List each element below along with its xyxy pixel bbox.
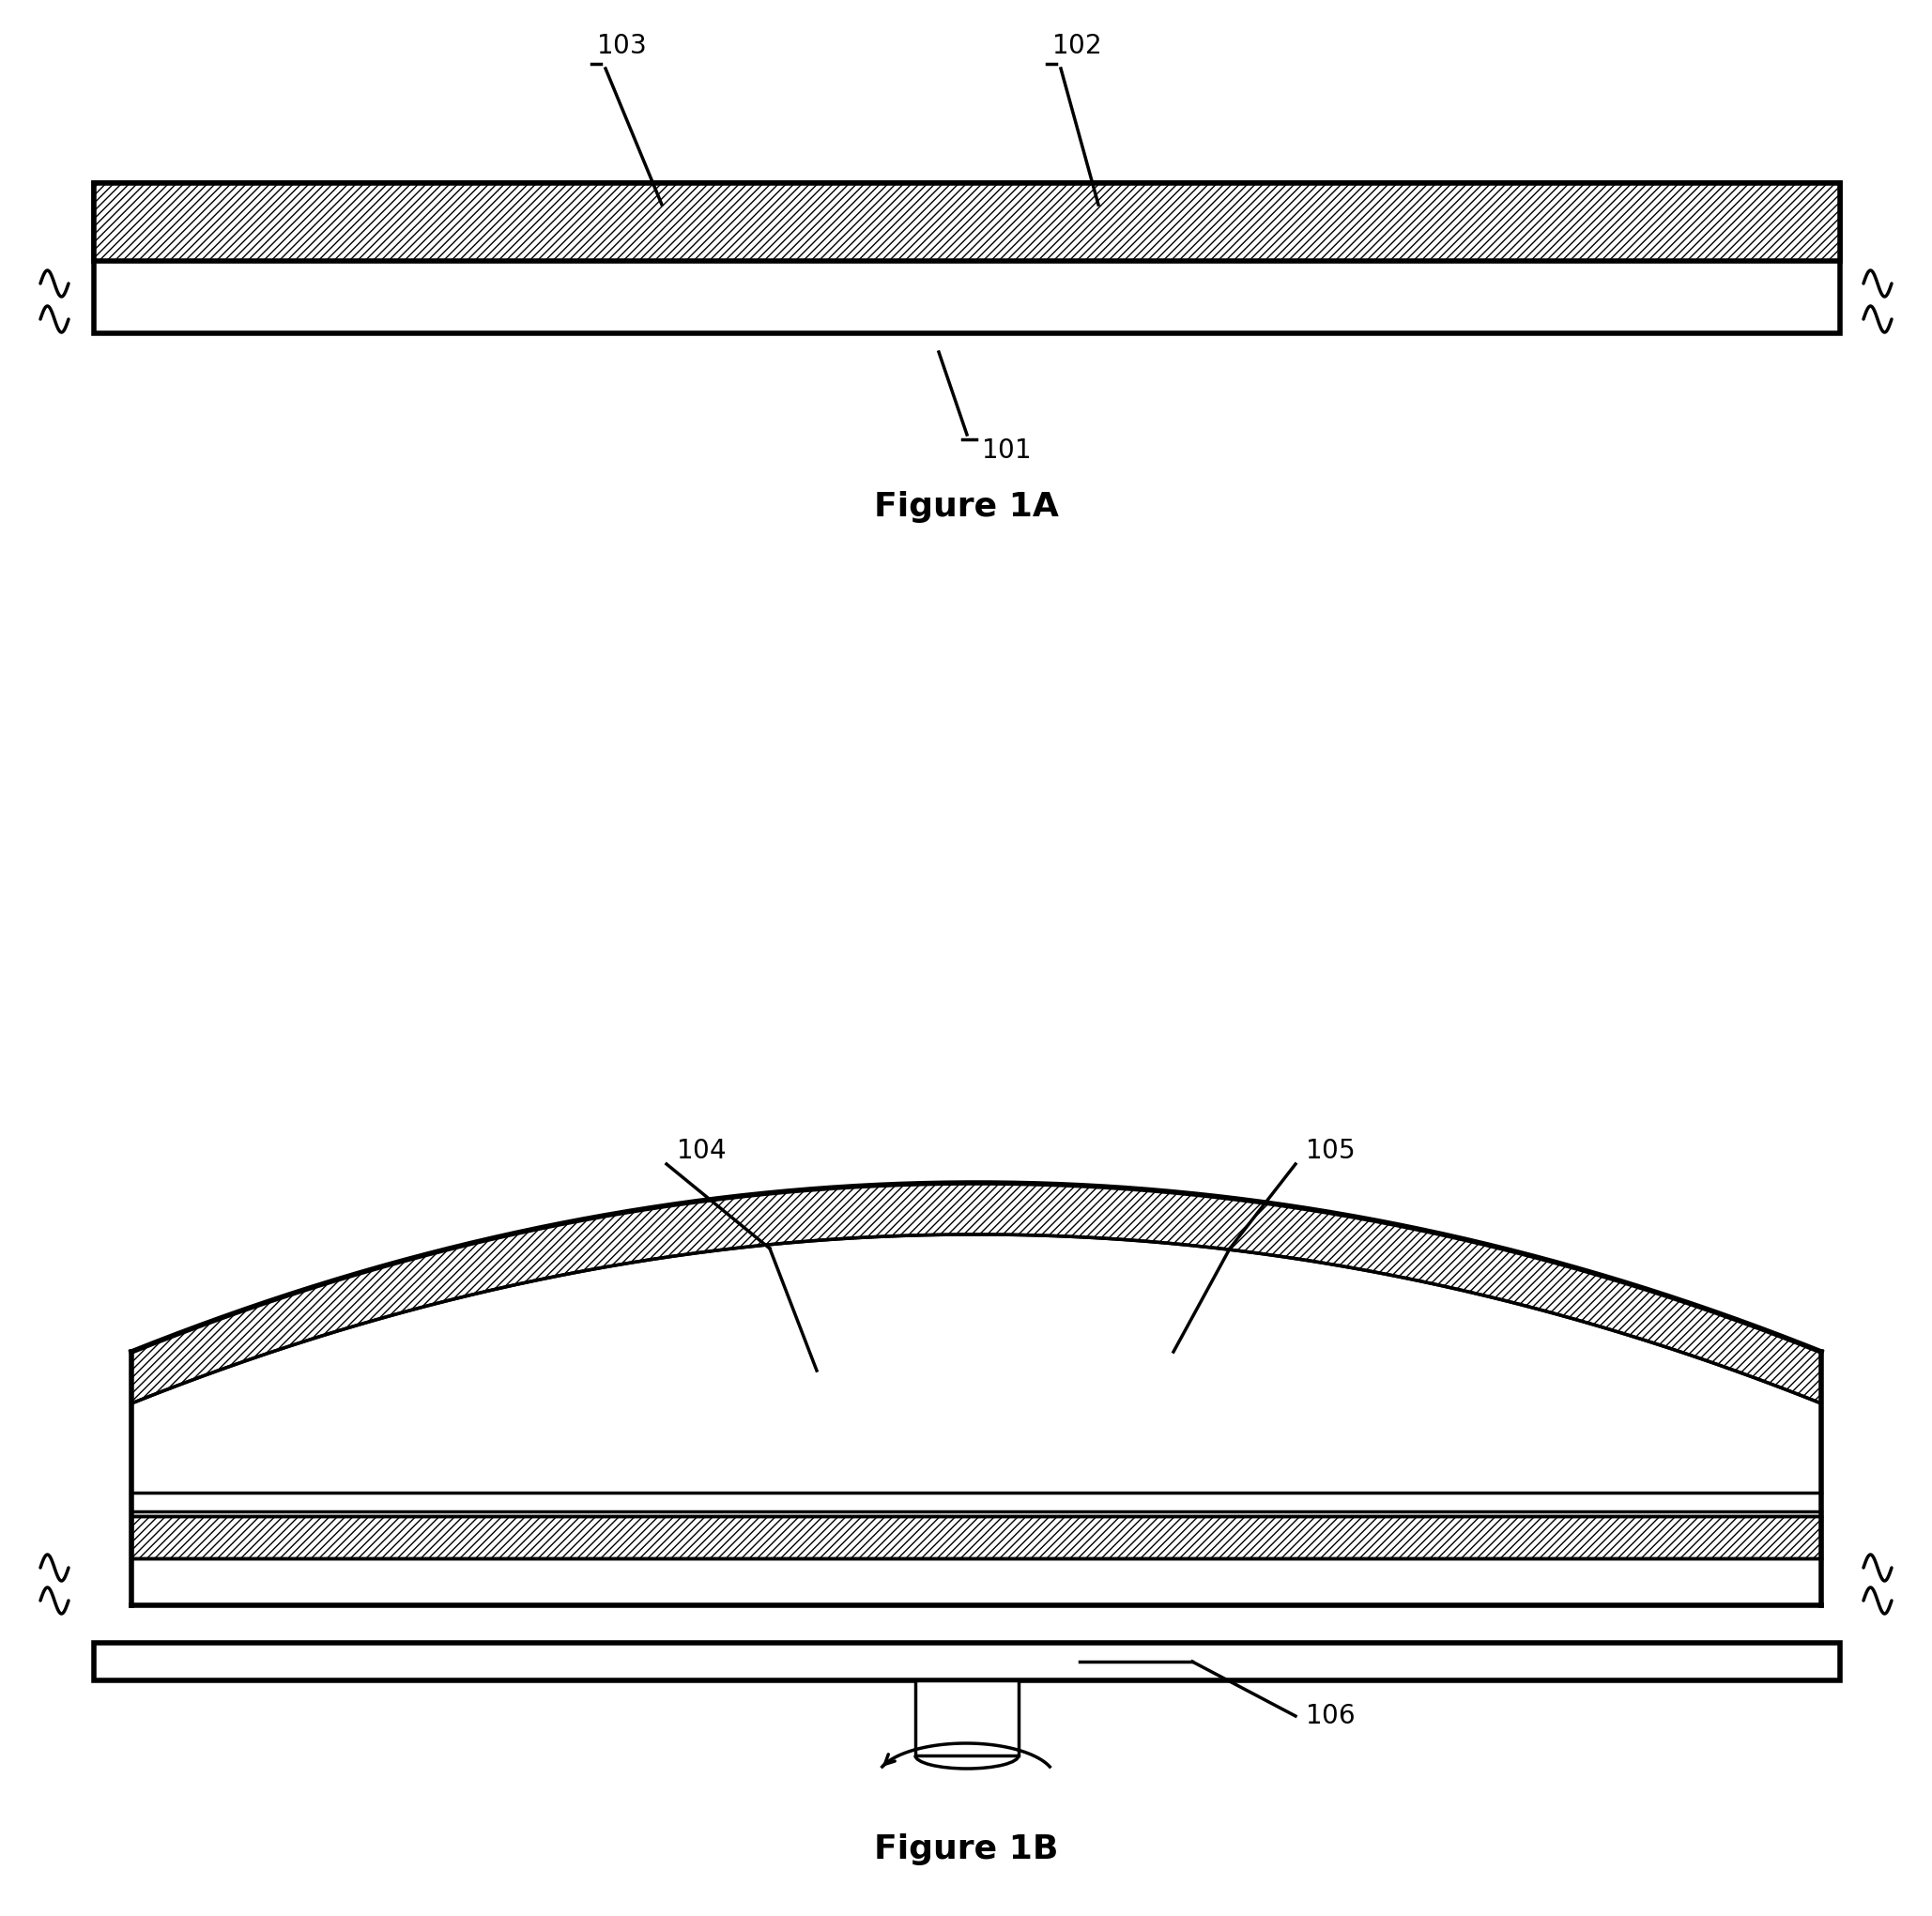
Bar — [95, 1642, 1839, 1680]
Polygon shape — [131, 1182, 1822, 1606]
Text: $\mathit{102}$: $\mathit{102}$ — [1051, 33, 1101, 59]
Text: Figure 1B: Figure 1B — [873, 1834, 1059, 1866]
Text: $\mathit{103}$: $\mathit{103}$ — [597, 33, 645, 59]
Text: Figure 1A: Figure 1A — [873, 490, 1059, 523]
Text: $\mathit{106}$: $\mathit{106}$ — [1304, 1703, 1354, 1728]
Text: $\mathit{101}$: $\mathit{101}$ — [981, 437, 1030, 464]
Text: $\mathit{104}$: $\mathit{104}$ — [676, 1138, 726, 1165]
Bar — [95, 184, 1839, 261]
Polygon shape — [131, 1182, 1822, 1403]
Bar — [95, 184, 1839, 333]
Bar — [916, 1680, 1018, 1755]
Bar — [131, 1516, 1822, 1558]
Text: $\mathit{105}$: $\mathit{105}$ — [1304, 1138, 1354, 1165]
